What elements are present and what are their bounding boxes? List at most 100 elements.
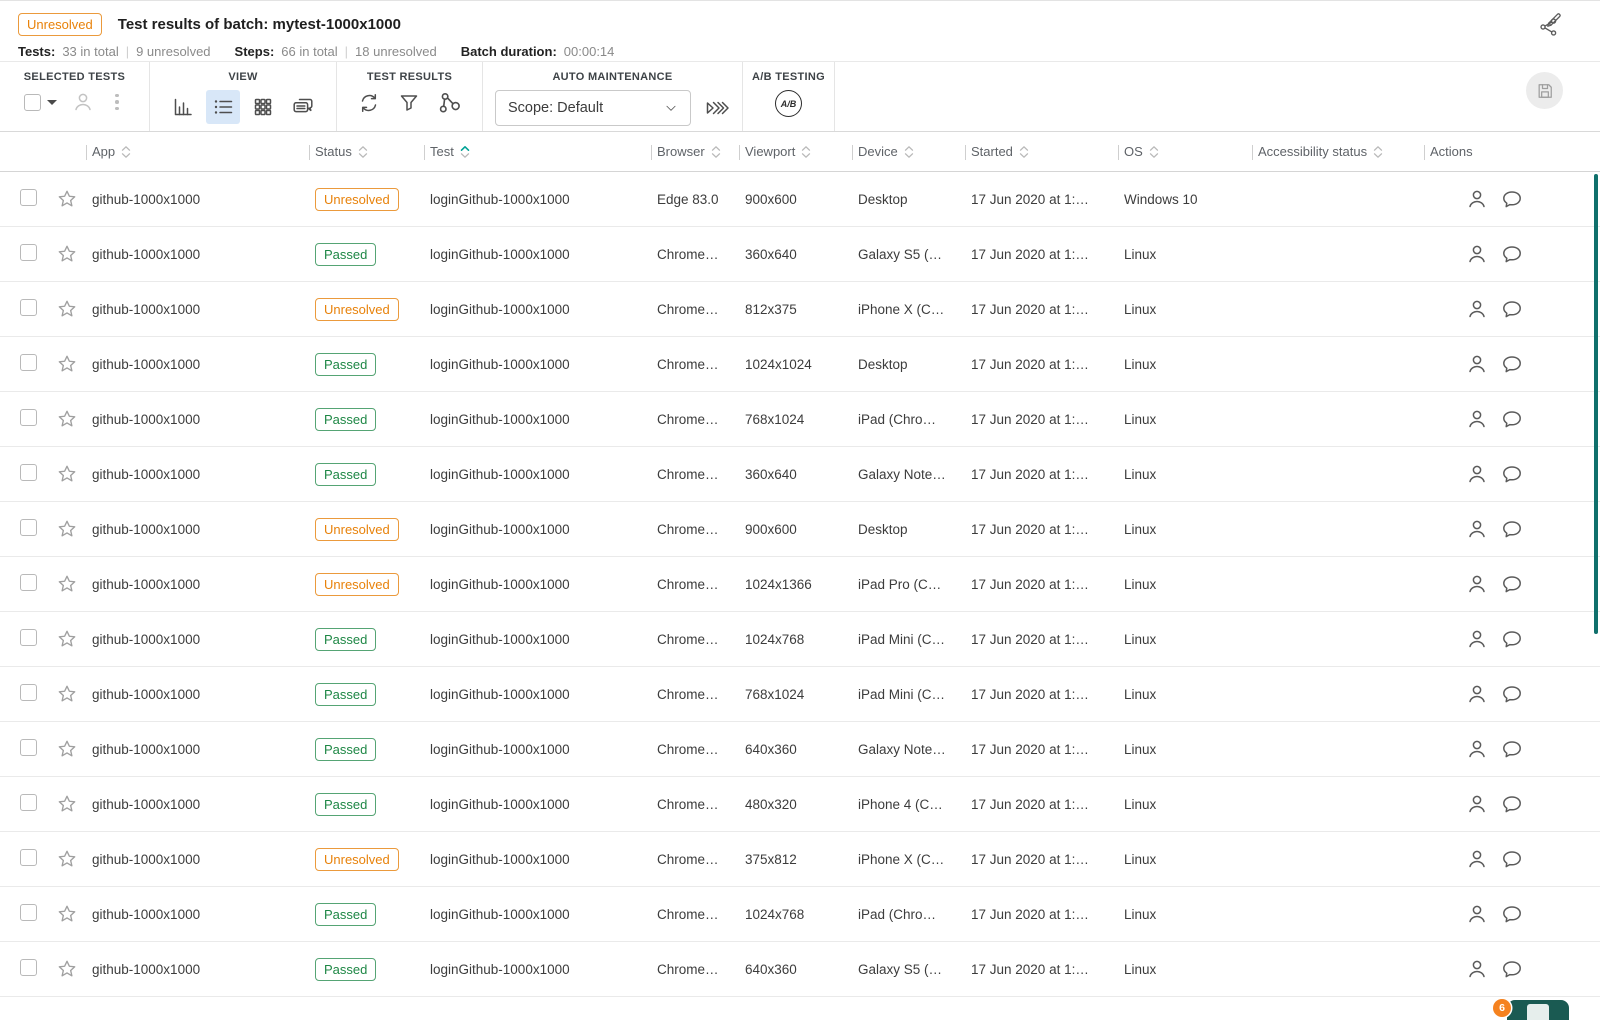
table-row[interactable]: github-1000x1000 Passed loginGithub-1000… — [0, 777, 1600, 832]
column-header[interactable]: Status — [309, 144, 430, 160]
assign-icon[interactable] — [1465, 572, 1489, 596]
table-row[interactable]: github-1000x1000 Unresolved loginGithub-… — [0, 832, 1600, 887]
row-checkbox[interactable] — [20, 519, 37, 536]
star-icon[interactable] — [56, 353, 78, 375]
column-header[interactable]: Actions — [1424, 144, 1600, 160]
table-row[interactable]: github-1000x1000 Passed loginGithub-1000… — [0, 337, 1600, 392]
column-header[interactable]: Browser — [651, 144, 745, 160]
remark-icon[interactable] — [1500, 242, 1524, 266]
row-checkbox[interactable] — [20, 739, 37, 756]
column-header[interactable]: OS — [1118, 144, 1258, 160]
star-icon[interactable] — [56, 958, 78, 980]
remark-icon[interactable] — [1500, 517, 1524, 541]
table-row[interactable]: github-1000x1000 Passed loginGithub-1000… — [0, 722, 1600, 777]
remark-icon[interactable] — [1500, 297, 1524, 321]
row-checkbox[interactable] — [20, 904, 37, 921]
row-checkbox[interactable] — [20, 189, 37, 206]
star-icon[interactable] — [56, 793, 78, 815]
table-row[interactable]: github-1000x1000 Passed loginGithub-1000… — [0, 392, 1600, 447]
scrollbar-thumb[interactable] — [1594, 174, 1598, 634]
table-row[interactable]: github-1000x1000 Passed loginGithub-1000… — [0, 612, 1600, 667]
star-icon[interactable] — [56, 848, 78, 870]
column-header[interactable]: Device — [852, 144, 971, 160]
assign-icon[interactable] — [1465, 407, 1489, 431]
grid-view-icon[interactable] — [246, 90, 280, 124]
table-row[interactable]: github-1000x1000 Unresolved loginGithub-… — [0, 557, 1600, 612]
row-checkbox[interactable] — [20, 354, 37, 371]
chart-view-icon[interactable] — [166, 90, 200, 124]
column-header[interactable]: Started — [965, 144, 1124, 160]
assign-icon[interactable] — [1465, 682, 1489, 706]
row-checkbox[interactable] — [20, 299, 37, 316]
row-checkbox[interactable] — [20, 849, 37, 866]
more-options-icon[interactable] — [109, 92, 125, 113]
table-row[interactable]: github-1000x1000 Passed loginGithub-1000… — [0, 227, 1600, 282]
row-checkbox[interactable] — [20, 464, 37, 481]
chat-widget[interactable] — [1507, 1000, 1569, 1020]
assign-icon[interactable] — [1465, 847, 1489, 871]
star-icon[interactable] — [56, 243, 78, 265]
remark-icon[interactable] — [1500, 187, 1524, 211]
star-icon[interactable] — [56, 518, 78, 540]
remark-icon[interactable] — [1500, 902, 1524, 926]
refresh-icon[interactable] — [357, 91, 381, 115]
star-icon[interactable] — [56, 188, 78, 210]
remark-icon[interactable] — [1500, 572, 1524, 596]
assign-icon[interactable] — [1465, 737, 1489, 761]
star-icon[interactable] — [56, 463, 78, 485]
assign-icon[interactable] — [1465, 902, 1489, 926]
group-steps-icon[interactable] — [437, 90, 463, 116]
assign-icon[interactable] — [1465, 187, 1489, 211]
select-all-checkbox[interactable] — [24, 93, 58, 111]
table-row[interactable]: github-1000x1000 Unresolved loginGithub-… — [0, 172, 1600, 227]
assign-selected-icon[interactable] — [71, 90, 95, 114]
assign-icon[interactable] — [1465, 517, 1489, 541]
remark-icon[interactable] — [1500, 462, 1524, 486]
assign-icon[interactable] — [1465, 462, 1489, 486]
star-icon[interactable] — [56, 408, 78, 430]
filter-icon[interactable] — [397, 91, 421, 115]
table-row[interactable]: github-1000x1000 Unresolved loginGithub-… — [0, 282, 1600, 337]
star-icon[interactable] — [56, 683, 78, 705]
star-icon[interactable] — [56, 903, 78, 925]
table-row[interactable]: github-1000x1000 Passed loginGithub-1000… — [0, 447, 1600, 502]
table-row[interactable]: github-1000x1000 Passed loginGithub-1000… — [0, 667, 1600, 722]
edit-columns-icon[interactable] — [1544, 10, 1564, 30]
assign-icon[interactable] — [1465, 242, 1489, 266]
column-header[interactable]: Viewport — [739, 144, 858, 160]
ab-testing-icon[interactable]: A/B — [775, 90, 802, 117]
remark-icon[interactable] — [1500, 737, 1524, 761]
row-checkbox[interactable] — [20, 629, 37, 646]
comments-view-icon[interactable] — [286, 90, 320, 124]
row-checkbox[interactable] — [20, 959, 37, 976]
column-header[interactable]: App — [86, 144, 315, 160]
assign-icon[interactable] — [1465, 792, 1489, 816]
row-checkbox[interactable] — [20, 794, 37, 811]
remark-icon[interactable] — [1500, 957, 1524, 981]
column-header[interactable]: Test — [424, 144, 657, 160]
star-icon[interactable] — [56, 738, 78, 760]
remark-icon[interactable] — [1500, 792, 1524, 816]
assign-icon[interactable] — [1465, 627, 1489, 651]
row-checkbox[interactable] — [20, 409, 37, 426]
row-checkbox[interactable] — [20, 684, 37, 701]
star-icon[interactable] — [56, 298, 78, 320]
table-row[interactable]: github-1000x1000 Unresolved loginGithub-… — [0, 502, 1600, 557]
save-button[interactable] — [1526, 72, 1563, 109]
remark-icon[interactable] — [1500, 352, 1524, 376]
remark-icon[interactable] — [1500, 627, 1524, 651]
table-row[interactable]: github-1000x1000 Passed loginGithub-1000… — [0, 887, 1600, 942]
assign-icon[interactable] — [1465, 957, 1489, 981]
apply-maintenance-icon[interactable] — [704, 96, 730, 120]
column-header[interactable]: Accessibility status — [1252, 144, 1430, 160]
assign-icon[interactable] — [1465, 297, 1489, 321]
list-view-icon[interactable] — [206, 90, 240, 124]
row-checkbox[interactable] — [20, 244, 37, 261]
remark-icon[interactable] — [1500, 847, 1524, 871]
remark-icon[interactable] — [1500, 682, 1524, 706]
table-row[interactable]: github-1000x1000 Passed loginGithub-1000… — [0, 942, 1600, 997]
star-icon[interactable] — [56, 628, 78, 650]
remark-icon[interactable] — [1500, 407, 1524, 431]
scope-select[interactable]: Scope: Default — [495, 90, 691, 126]
star-icon[interactable] — [56, 573, 78, 595]
